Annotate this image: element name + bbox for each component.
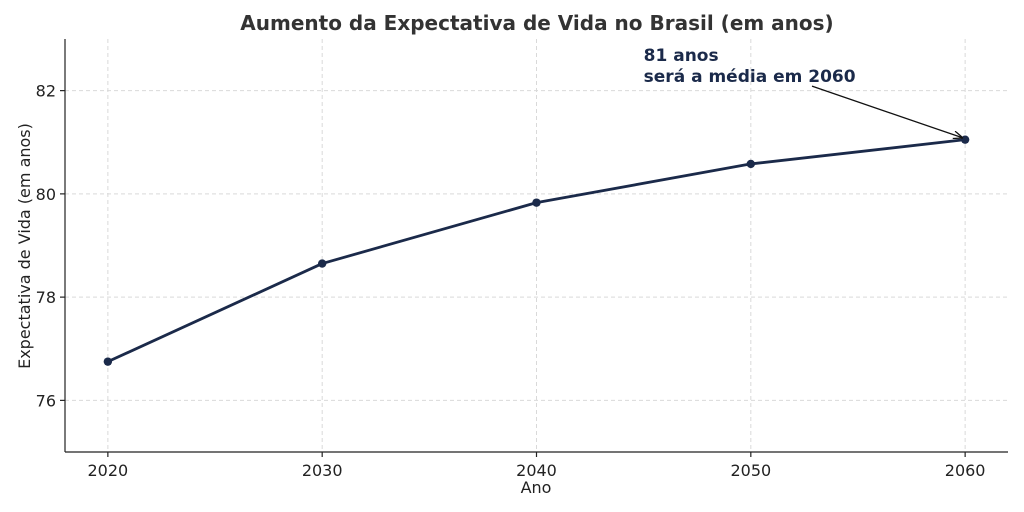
- x-tick-label: 2060: [945, 461, 986, 480]
- x-tick-label: 2050: [730, 461, 771, 480]
- y-axis-label: Expectativa de Vida (em anos): [15, 123, 34, 369]
- x-ticks: 2020 2030 2040 2050 2060: [88, 452, 986, 480]
- chart-title: Aumento da Expectativa de Vida no Brasil…: [240, 11, 833, 35]
- data-point: [532, 198, 541, 207]
- x-axis-label: Ano: [521, 478, 552, 497]
- annotation: 81 anos será a média em 2060: [644, 46, 962, 138]
- data-point: [317, 259, 327, 268]
- y-ticks: 76 78 80 82: [36, 82, 65, 410]
- data-point: [746, 159, 756, 169]
- x-tick-label: 2030: [302, 461, 343, 480]
- y-tick-label: 76: [36, 391, 56, 410]
- data-point: [960, 135, 970, 144]
- annotation-line-1: 81 anos: [644, 46, 719, 66]
- data-point: [103, 357, 113, 366]
- y-tick-label: 82: [36, 82, 56, 101]
- x-tick-label: 2020: [88, 461, 129, 480]
- y-tick-label: 80: [36, 185, 56, 204]
- series: [103, 135, 970, 366]
- annotation-line-2: será a média em 2060: [644, 67, 856, 87]
- grid: [65, 39, 1008, 452]
- x-tick-label: 2040: [516, 461, 557, 480]
- annotation-arrow: [811, 85, 962, 138]
- y-tick-label: 78: [36, 288, 56, 307]
